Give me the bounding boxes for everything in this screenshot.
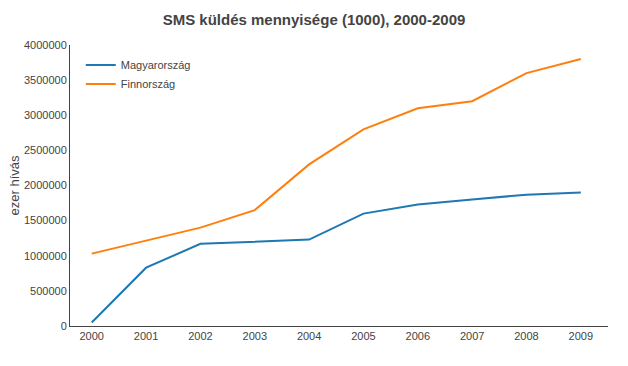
- svg-text:Finnország: Finnország: [121, 78, 175, 90]
- svg-text:2007: 2007: [460, 330, 484, 342]
- svg-text:1500000: 1500000: [24, 214, 67, 226]
- svg-text:1000000: 1000000: [24, 250, 67, 262]
- svg-text:2008: 2008: [514, 330, 538, 342]
- svg-text:2006: 2006: [406, 330, 430, 342]
- svg-text:SMS küldés mennyisége (1000),: SMS küldés mennyisége (1000), 2000-2009: [163, 11, 466, 28]
- svg-text:Magyarország: Magyarország: [121, 59, 191, 71]
- svg-text:3000000: 3000000: [24, 109, 67, 121]
- svg-text:2500000: 2500000: [24, 144, 67, 156]
- svg-text:2005: 2005: [351, 330, 375, 342]
- svg-text:2002: 2002: [188, 330, 212, 342]
- svg-text:2000000: 2000000: [24, 179, 67, 191]
- svg-text:2000: 2000: [79, 330, 103, 342]
- svg-text:3500000: 3500000: [24, 74, 67, 86]
- svg-text:ezer hívás: ezer hívás: [7, 155, 22, 215]
- svg-text:0: 0: [61, 320, 67, 332]
- svg-text:2003: 2003: [243, 330, 267, 342]
- svg-text:500000: 500000: [30, 285, 67, 297]
- svg-text:2009: 2009: [569, 330, 593, 342]
- svg-text:4000000: 4000000: [24, 39, 67, 51]
- svg-text:2001: 2001: [134, 330, 158, 342]
- svg-text:2004: 2004: [297, 330, 321, 342]
